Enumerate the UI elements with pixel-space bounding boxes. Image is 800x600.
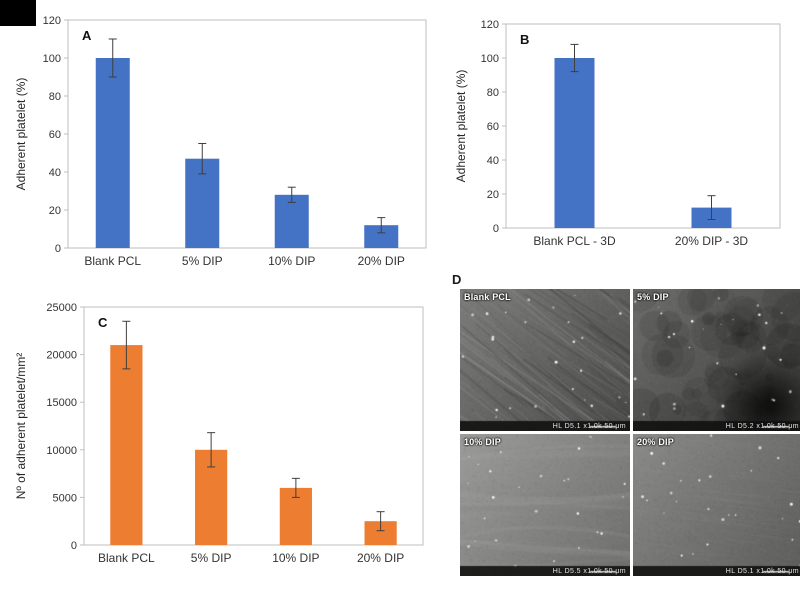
y-tick-label: 40 xyxy=(487,155,499,167)
chart-c-platelet-density: 0 5000 10000 15000 20000 25000 Blank PCL 5% DIP… xyxy=(10,293,440,585)
sem-label-10pct-dip: 10% DIP xyxy=(464,437,501,447)
panel-letter: A xyxy=(82,28,92,43)
chart-a-adherent-platelet-2d: 0 20 40 60 80 100 120 Blank PCL 5% DIP 10% DIP 20%… xyxy=(10,6,440,286)
sem-scalebar-text: HL D5.1 x1.0k 50 μm xyxy=(726,568,799,575)
y-tick-label: 20 xyxy=(49,205,61,217)
sem-image-20pct-dip: 20% DIP HL D5.1 x1.0k 50 μm xyxy=(633,434,800,576)
panel-letter: B xyxy=(520,32,529,47)
x-category-label: 20% DIP - 3D xyxy=(675,234,748,248)
y-axis-title: Adherent platelet (%) xyxy=(454,70,468,183)
y-tick-label: 100 xyxy=(481,53,499,65)
sem-image-blank-pcl: Blank PCL HL D5.1 x1.0k 50 μm xyxy=(460,289,630,431)
x-category-label: 20% DIP xyxy=(358,254,405,268)
y-tick-label: 10000 xyxy=(46,445,77,457)
y-tick-label: 20 xyxy=(487,189,499,201)
bar xyxy=(555,58,595,228)
y-tick-label: 80 xyxy=(487,87,499,99)
bar xyxy=(110,345,142,545)
sem-label-5pct-dip: 5% DIP xyxy=(637,292,669,302)
bar xyxy=(96,58,130,248)
x-category-label: 20% DIP xyxy=(357,551,404,565)
y-tick-label: 15000 xyxy=(46,397,77,409)
sem-scalebar-text: HL D5.1 x1.0k 50 μm xyxy=(553,423,626,430)
panel-d-label: D xyxy=(452,272,798,287)
sem-canvas-blank-pcl xyxy=(460,289,630,431)
panel-letter: C xyxy=(98,315,108,330)
sem-label-20pct-dip: 20% DIP xyxy=(637,437,674,447)
plot-border xyxy=(506,24,780,228)
x-category-label: 10% DIP xyxy=(268,254,315,268)
y-tick-label: 5000 xyxy=(53,492,77,504)
x-category-label: Blank PCL - 3D xyxy=(533,234,616,248)
y-tick-label: 40 xyxy=(49,167,61,179)
sem-label-blank-pcl: Blank PCL xyxy=(464,292,511,302)
sem-image-5pct-dip: 5% DIP HL D5.2 x1.0k 50 μm xyxy=(633,289,800,431)
x-category-label: 5% DIP xyxy=(182,254,223,268)
y-tick-label: 20000 xyxy=(46,350,77,362)
chart-b-adherent-platelet-3d: 0 20 40 60 80 100 120 Blank PCL - 3D 20% DIP - 3… xyxy=(450,8,792,268)
x-category-label: Blank PCL xyxy=(98,551,155,565)
sem-canvas-20pct-dip xyxy=(633,434,800,576)
x-category-label: 5% DIP xyxy=(191,551,232,565)
sem-scalebar-text: HL D5.2 x1.0k 50 μm xyxy=(726,423,799,430)
y-tick-label: 0 xyxy=(55,243,61,255)
sem-image-10pct-dip: 10% DIP HL D5.5 x1.0k 50 μm xyxy=(460,434,630,576)
y-tick-label: 60 xyxy=(487,121,499,133)
y-tick-label: 60 xyxy=(49,129,61,141)
sem-scalebar-text: HL D5.5 x1.0k 50 μm xyxy=(553,568,626,575)
sem-canvas-10pct-dip xyxy=(460,434,630,576)
sem-canvas-5pct-dip xyxy=(633,289,800,431)
y-tick-label: 80 xyxy=(49,91,61,103)
y-tick-label: 100 xyxy=(43,53,61,65)
y-tick-label: 0 xyxy=(493,223,499,235)
y-tick-label: 120 xyxy=(43,15,61,27)
y-tick-label: 120 xyxy=(481,19,499,31)
figure-panel: 0 20 40 60 80 100 120 Blank PCL 5% DIP 10% DIP 20%… xyxy=(0,0,800,600)
sem-grid: Blank PCL HL D5.1 x1.0k 50 μm 5% DIP HL … xyxy=(460,289,798,576)
panel-d-sem-images: D Blank PCL HL D5.1 x1.0k 50 μm 5% DIP H… xyxy=(448,272,798,590)
y-tick-label: 0 xyxy=(71,540,77,552)
y-tick-label: 25000 xyxy=(46,302,77,314)
y-axis-title: Adherent platelet (%) xyxy=(14,78,28,191)
x-category-label: Blank PCL xyxy=(84,254,141,268)
x-category-label: 10% DIP xyxy=(272,551,319,565)
y-axis-title: Nº of adherent platelet/mm² xyxy=(14,353,28,499)
